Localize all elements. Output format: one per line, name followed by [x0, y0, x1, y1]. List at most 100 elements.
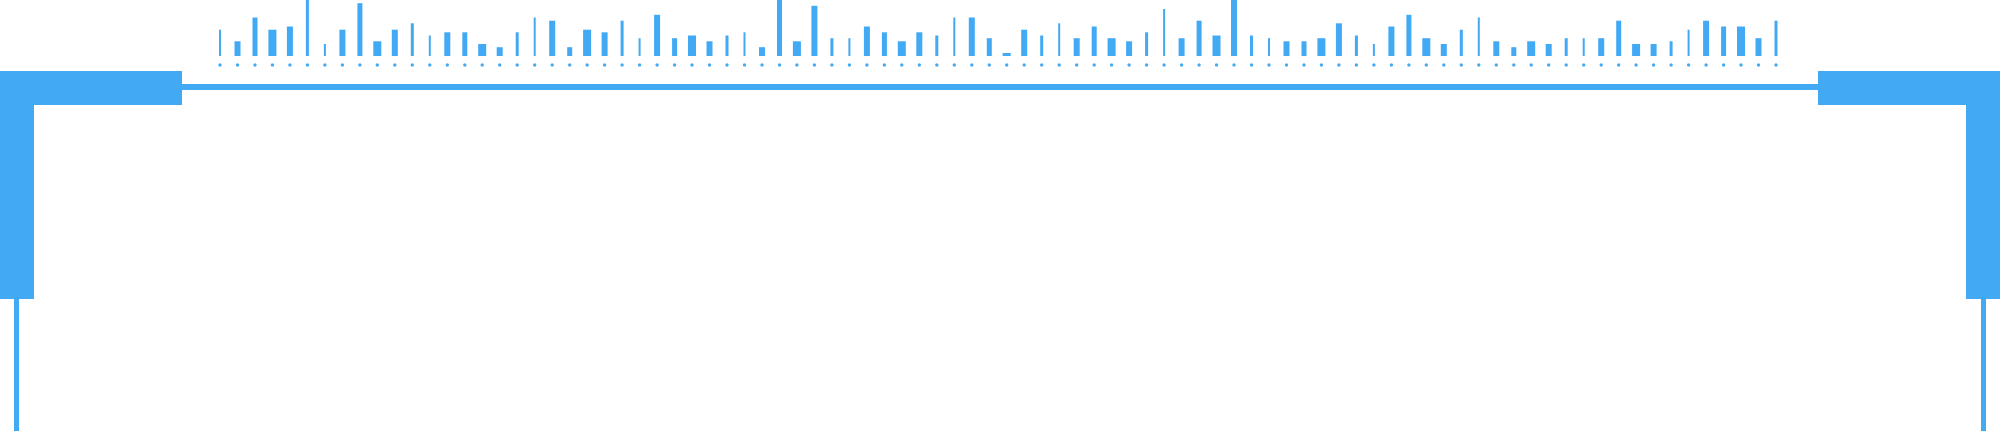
equalizer-dot [1040, 63, 1044, 67]
equalizer-bars [219, 0, 1778, 57]
equalizer-bar [935, 35, 939, 56]
equalizer-bar [496, 47, 503, 56]
equalizer-bar [706, 41, 713, 56]
equalizer-bar [1721, 26, 1727, 56]
equalizer-dot [1319, 63, 1323, 67]
top-divider-line [182, 84, 1818, 90]
equalizer-bar [1774, 20, 1778, 56]
equalizer-bar [1126, 41, 1133, 56]
equalizer-bar [620, 20, 624, 56]
equalizer-dot [393, 63, 397, 67]
equalizer-bar [1511, 47, 1517, 56]
equalizer-bar [515, 32, 519, 56]
equalizer-dot [987, 63, 991, 67]
equalizer-bar [219, 29, 221, 56]
equalizer-bar [1755, 38, 1762, 56]
equalizer-dot [1354, 63, 1358, 67]
equalizer-bar [1283, 41, 1290, 56]
equalizer-dot [410, 63, 414, 67]
equalizer-bar [1440, 44, 1447, 56]
equalizer-dot [1407, 63, 1411, 67]
equalizer-dot [340, 63, 344, 67]
equalizer-dot [603, 63, 607, 67]
equalizer-dot [253, 63, 257, 67]
equalizer-dot [533, 63, 537, 67]
equalizer-bar [268, 29, 277, 56]
equalizer-dot [1477, 63, 1481, 67]
equalizer-dot [1110, 63, 1114, 67]
equalizer-bar [1317, 38, 1326, 56]
equalizer-bar [1703, 20, 1710, 56]
equalizer-dot [288, 63, 292, 67]
equalizer-bar [811, 5, 818, 57]
right-bracket-column [1966, 71, 2000, 299]
left-corner-bracket [0, 71, 182, 431]
equalizer-dot [480, 63, 484, 67]
equalizer-dot [1704, 63, 1708, 67]
equalizer-bar [1669, 41, 1673, 56]
equalizer-bar [1422, 38, 1431, 56]
equalizer-dot [1022, 63, 1026, 67]
equalizer-bar [1040, 35, 1044, 56]
equalizer-dot [1722, 63, 1726, 67]
equalizer-bar [234, 41, 241, 56]
equalizer-dot [673, 63, 677, 67]
equalizer-dot [742, 63, 747, 67]
equalizer-dot [463, 63, 467, 67]
equalizer-dot [1284, 63, 1289, 67]
equalizer-bar [1196, 20, 1202, 56]
equalizer-dot [1599, 63, 1603, 67]
equalizer-dot [235, 63, 240, 67]
equalizer-bar [1250, 35, 1253, 56]
equalizer-dot [760, 63, 764, 67]
equalizer-dot [1267, 63, 1271, 67]
equalizer-dot [1512, 63, 1516, 67]
equalizer-bar [759, 47, 765, 56]
equalizer-bar [478, 44, 487, 56]
equalizer-bar [391, 29, 398, 56]
equalizer-dot [1547, 63, 1551, 67]
equalizer-bar [1616, 20, 1622, 56]
equalizer-bar [688, 35, 696, 56]
equalizer-bar [1145, 32, 1149, 56]
equalizer-bar [1545, 44, 1552, 56]
equalizer-bar [777, 0, 782, 56]
equalizer-bar [1231, 0, 1237, 56]
equalizer-dot [795, 63, 799, 67]
equalizer-bar [286, 26, 293, 56]
equalizer-bar [567, 47, 573, 56]
equalizer-dot [1687, 63, 1691, 67]
equalizer-bar [1163, 9, 1166, 56]
equalizer-dot [498, 63, 502, 67]
equalizer-bar [549, 20, 556, 56]
equalizer-dot [1092, 63, 1096, 67]
left-bracket-column [0, 71, 34, 299]
equalizer-dot [1337, 63, 1341, 67]
left-side-rail [14, 299, 19, 431]
equalizer-dot [305, 63, 309, 67]
equalizer-bar [1388, 26, 1395, 56]
equalizer-bar [1459, 29, 1463, 56]
equalizer-bar [953, 17, 956, 56]
equalizer-bar [410, 23, 414, 56]
equalizer-dot [952, 63, 956, 67]
equalizer-bar [743, 32, 746, 56]
equalizer-dot [1564, 63, 1568, 67]
equalizer-dot [1127, 63, 1131, 67]
equalizer-dot [1529, 63, 1533, 67]
equalizer-bar [968, 17, 975, 56]
equalizer-bar [654, 14, 661, 57]
equalizer-dot [218, 63, 222, 67]
equalizer-dot [585, 63, 589, 67]
equalizer-bar [1564, 38, 1568, 56]
equalizer-dot [777, 63, 782, 67]
equalizer-dot [812, 63, 817, 67]
equalizer-dot [1372, 63, 1376, 67]
equalizer-bar [1650, 44, 1657, 56]
equalizer-dot [1494, 63, 1498, 67]
equalizer-dot [1442, 63, 1446, 67]
right-side-rail [1981, 299, 1986, 431]
equalizer-bar [462, 32, 468, 56]
equalizer-bar [305, 0, 309, 56]
